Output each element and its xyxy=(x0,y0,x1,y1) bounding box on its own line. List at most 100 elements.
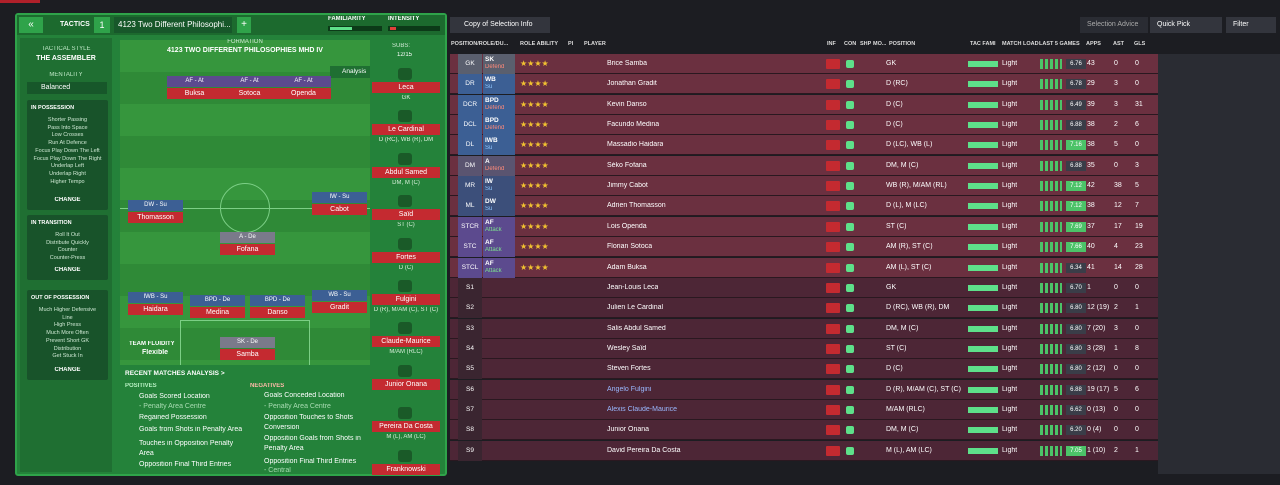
player-name[interactable]: Jean-Louis Leca xyxy=(607,283,659,291)
instruction-box xyxy=(27,100,108,210)
player-name[interactable]: Facundo Medina xyxy=(607,121,660,129)
sub-name[interactable]: Abdul Samed xyxy=(372,166,440,178)
sub-name[interactable]: Leca xyxy=(372,82,440,93)
player-name-tag[interactable]: Openda xyxy=(276,88,331,99)
sub-name[interactable]: Fortes xyxy=(372,251,440,263)
player-name[interactable]: Wesley Saïd xyxy=(607,344,647,352)
player-name[interactable]: Lois Openda xyxy=(607,222,647,230)
condition xyxy=(846,263,854,272)
assists: 5 xyxy=(1114,385,1118,393)
sub-name[interactable]: Claude-Maurice xyxy=(372,336,440,348)
player-name-tag[interactable]: Medina xyxy=(190,307,245,318)
role-tag[interactable]: A - De xyxy=(220,232,275,243)
player-name-tag[interactable]: Haidara xyxy=(128,304,183,315)
position: D (C) xyxy=(886,121,903,129)
player-name[interactable]: Jonathan Gradit xyxy=(607,80,657,88)
instruction: Much More Often xyxy=(46,330,89,337)
column-header[interactable]: TAC FAMI xyxy=(970,41,996,47)
player-name[interactable]: David Pereira Da Costa xyxy=(607,446,681,454)
role-tag[interactable]: BPD - De xyxy=(250,295,305,306)
column-header[interactable]: MO... xyxy=(873,41,887,47)
role: BPD xyxy=(485,117,499,125)
quick-pick[interactable]: Quick Pick xyxy=(1150,17,1222,33)
advice-button[interactable]: Selection Advice xyxy=(1080,17,1148,33)
sub-name[interactable]: Le Cardinal xyxy=(372,124,440,136)
sub-name[interactable]: Franknowski xyxy=(372,463,440,475)
player-name[interactable]: Séko Fofana xyxy=(607,161,647,169)
player-name[interactable]: Salis Abdul Samed xyxy=(607,324,666,332)
player-name[interactable]: Alexis Claude-Maurice xyxy=(607,405,678,413)
role-tag[interactable]: BPD - De xyxy=(190,295,245,306)
mentality-select[interactable]: Balanced xyxy=(27,82,107,94)
role-tag[interactable]: IW - Su xyxy=(312,192,367,203)
instruction: Roll It Out xyxy=(55,232,80,238)
negative-item: Goals Conceded Location xyxy=(264,392,345,399)
column-header[interactable]: AST xyxy=(1113,41,1124,47)
sub-name[interactable]: Pereira Da Costa xyxy=(372,421,440,433)
role-tag[interactable]: WB - Su xyxy=(312,290,367,301)
player-name[interactable]: Massadio Haidara xyxy=(607,141,664,149)
role-tag[interactable]: SK - De xyxy=(220,337,275,348)
sub-name[interactable]: Fulgini xyxy=(372,294,440,305)
slot-cell: STCL xyxy=(458,257,482,278)
player-name[interactable]: Brice Samba xyxy=(607,60,648,67)
column-header[interactable]: MATCH LOAD xyxy=(1002,41,1039,47)
player-name-tag[interactable]: Fofana xyxy=(220,244,275,255)
sub-name[interactable]: Saïd xyxy=(372,209,440,221)
player-name[interactable]: Adam Buksa xyxy=(607,263,647,271)
player-name[interactable]: Kevin Danso xyxy=(607,100,647,108)
tac-bar xyxy=(968,203,998,210)
inf-badge xyxy=(826,282,840,293)
column-header[interactable]: POSITION xyxy=(889,41,916,47)
player-name[interactable]: Junior Onana xyxy=(607,426,650,434)
analysis-title[interactable]: RECENT MATCHES ANALYSIS > xyxy=(125,370,225,377)
table-row xyxy=(450,318,1158,339)
role-tag[interactable]: IWB - Su xyxy=(128,292,183,303)
sub-name[interactable]: Junior Onana xyxy=(372,378,440,390)
column-header[interactable]: SHP xyxy=(860,41,872,47)
player-name[interactable]: Florian Sotoca xyxy=(607,243,653,251)
view-select[interactable]: Copy of Selection Info xyxy=(450,17,550,33)
add-button[interactable]: + xyxy=(237,17,251,33)
column-header[interactable]: CON xyxy=(844,41,857,47)
role-cell xyxy=(483,257,515,278)
column-header[interactable]: PLAYER xyxy=(584,41,606,47)
role-tag[interactable]: AF - At xyxy=(222,76,277,87)
slot-button[interactable]: 1 xyxy=(94,17,110,33)
column-header[interactable]: PI xyxy=(568,41,574,47)
player-name-tag[interactable]: Danso xyxy=(250,307,305,318)
table-row xyxy=(450,420,1158,441)
player-name-tag[interactable]: Samba xyxy=(220,349,275,360)
player-name-tag[interactable]: Thomasson xyxy=(128,212,183,223)
column-header[interactable]: GLS xyxy=(1134,41,1146,47)
player-name[interactable]: Adrien Thomasson xyxy=(607,202,666,210)
column-header[interactable]: ROLE ABILITY xyxy=(520,41,558,47)
player-name[interactable]: Jimmy Cabot xyxy=(607,182,648,190)
column-header[interactable]: POSITION/ROLE/DU... xyxy=(451,41,509,47)
role-tag[interactable]: AF - At xyxy=(276,76,331,87)
inf-badge xyxy=(826,445,840,456)
analysis-button[interactable]: Analysis xyxy=(330,66,370,78)
table-row xyxy=(450,440,1158,461)
tactic-select[interactable]: 4123 Two Different Philosophi... xyxy=(114,17,232,33)
player-name-tag[interactable]: Gradit xyxy=(312,302,367,313)
role-tag[interactable]: AF - At xyxy=(167,76,222,87)
condition xyxy=(846,60,854,68)
player-name[interactable]: Angelo Fulgini xyxy=(607,385,652,393)
player-name[interactable]: Julien Le Cardinal xyxy=(607,304,664,312)
column-header[interactable]: INF xyxy=(827,41,836,47)
player-name-tag[interactable]: Buksa xyxy=(167,88,222,99)
change-button[interactable]: CHANGE xyxy=(54,197,81,203)
inf-badge xyxy=(826,343,840,354)
role-tag[interactable]: DW - Su xyxy=(128,200,183,211)
column-header[interactable]: APPS xyxy=(1086,41,1101,47)
player-name[interactable]: Steven Fortes xyxy=(607,365,651,373)
column-header[interactable]: LAST 5 GAMES xyxy=(1039,41,1080,47)
player-name-tag[interactable]: Sotoca xyxy=(222,88,277,99)
positive-item: Goals Scored Location xyxy=(139,393,210,400)
player-name-tag[interactable]: Cabot xyxy=(312,204,367,215)
change-button[interactable]: CHANGE xyxy=(54,267,81,273)
back-button[interactable]: « xyxy=(19,17,43,33)
filter-button[interactable]: Filter xyxy=(1226,17,1276,33)
change-button[interactable]: CHANGE xyxy=(54,367,81,373)
